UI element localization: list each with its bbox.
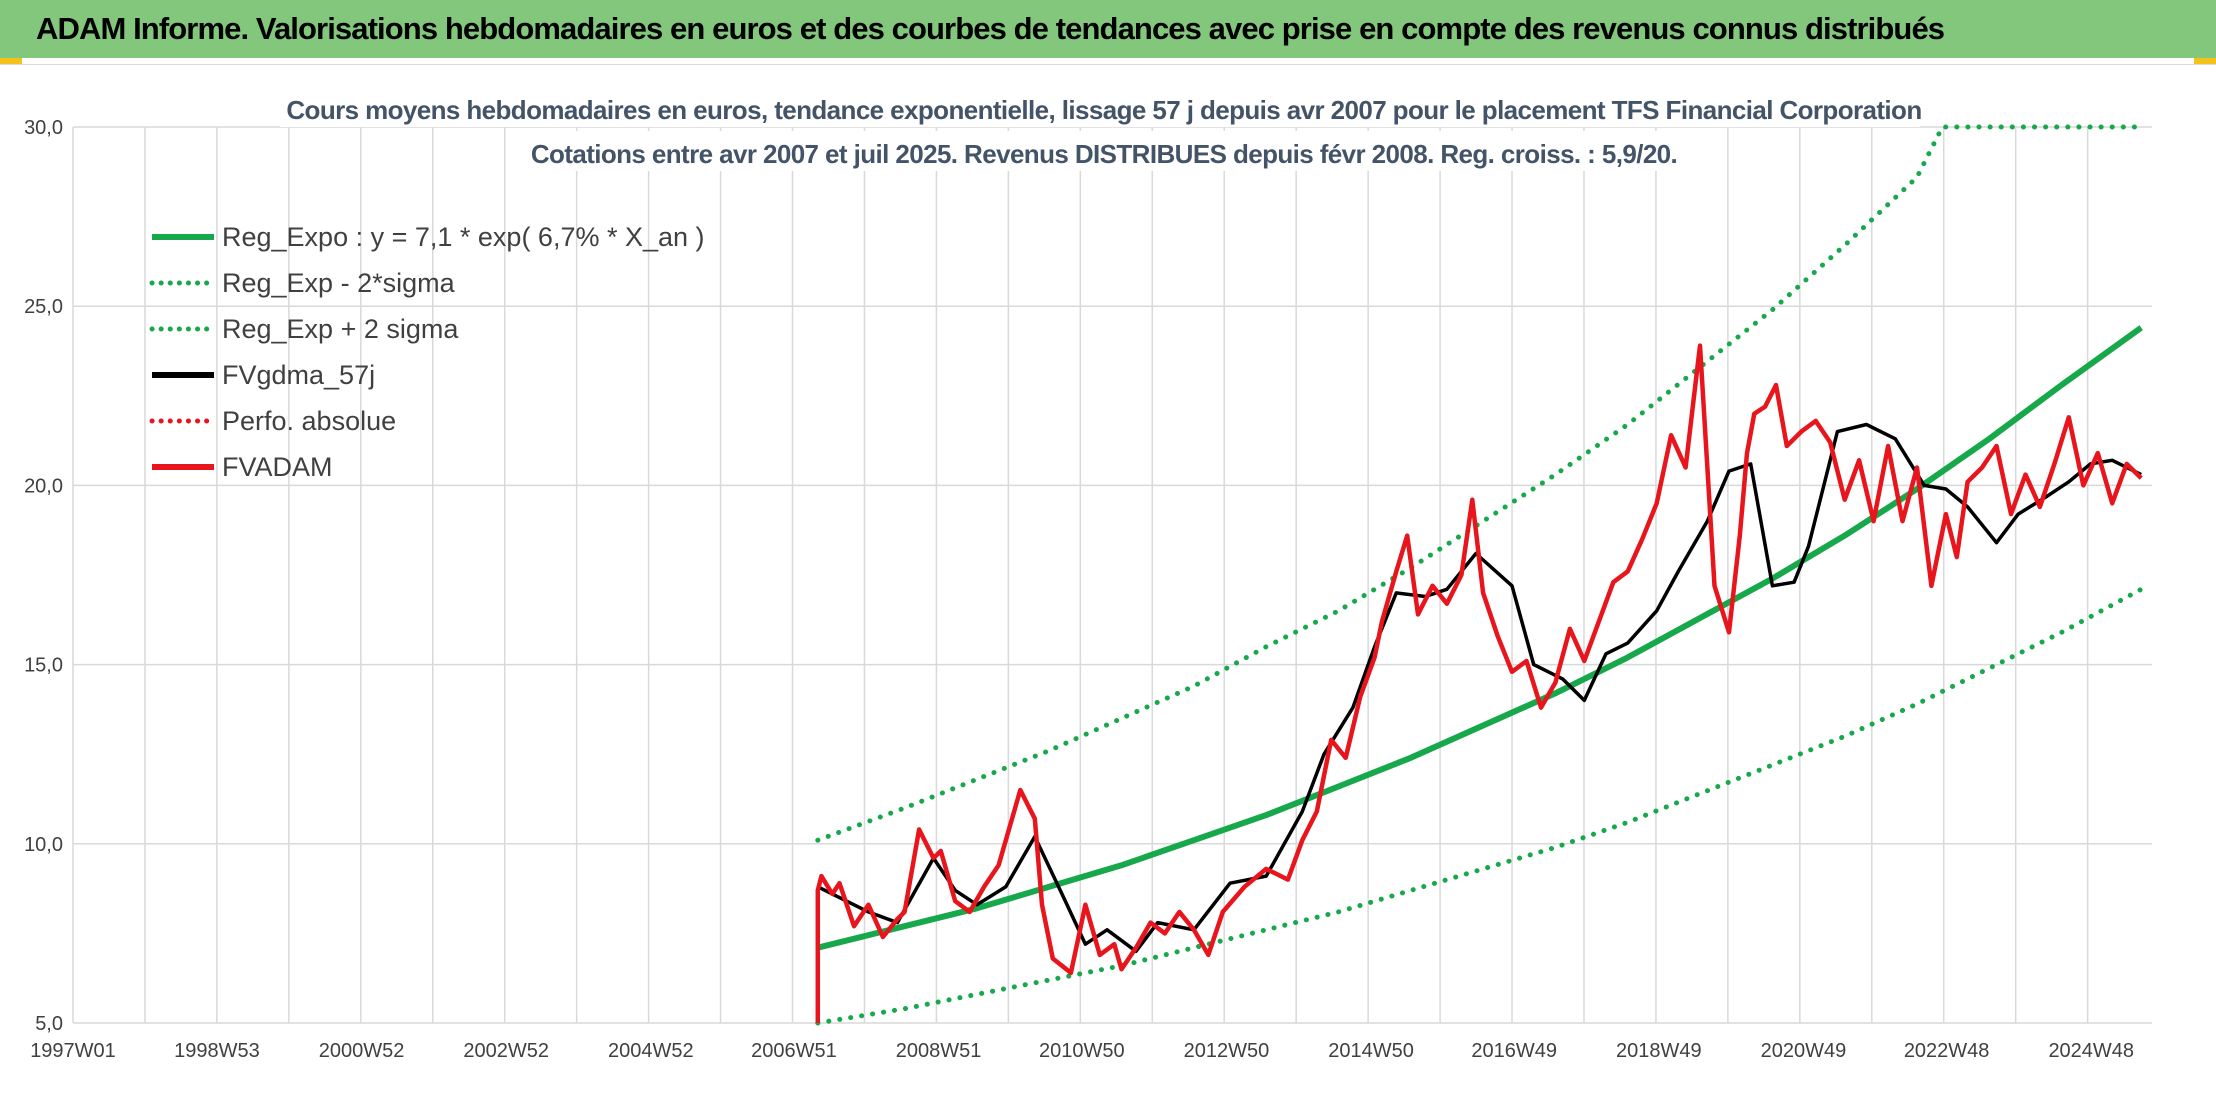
y-tick-label-2: 15,0 [24,655,63,677]
x-tick-label-14: 2024W48 [2048,1040,2134,1062]
x-tick-label-4: 2004W52 [608,1040,694,1062]
x-tick-label-13: 2022W48 [1904,1040,1990,1062]
series-line-5 [815,343,2143,1023]
legend-label-4: Perfo. absolue [222,406,396,436]
series-line-1 [815,586,2144,1026]
chart-title-line1: Cours moyens hebdomadaires en euros, ten… [286,95,1921,125]
chart-area: 5,0 10,0 15,0 20,0 25,0 30,0 1997W01 1998W53 200… [0,64,2216,1101]
chart-title-line2: Cotations entre avr 2007 et juil 2025. R… [531,139,1677,169]
x-tick-label-10: 2016W49 [1471,1040,1557,1062]
gridlines [72,126,2152,1024]
x-tick-label-5: 2006W51 [751,1040,837,1062]
title-line2-background [520,131,1680,171]
y-tick-label-3: 20,0 [24,475,63,497]
x-tick-label-8: 2012W50 [1184,1040,1270,1062]
y-tick-label-1: 10,0 [24,834,63,856]
chart-legend: Reg_Expo : y = 7,1 * exp( 6,7% * X_an ) R… [149,222,705,482]
legend-label-1: Reg_Exp - 2*sigma [222,268,456,298]
y-tick-label-0: 5,0 [35,1013,63,1035]
legend-label-3: FVgdma_57j [222,360,375,390]
series-line-3 [817,422,2142,954]
series-line-0 [817,325,2143,951]
x-tick-label-11: 2018W49 [1616,1040,1702,1062]
report-banner-title: ADAM Informe. Valorisations hebdomadaire… [0,0,2216,58]
x-tick-label-1: 1998W53 [174,1040,260,1062]
left-corner-mark [0,58,22,64]
title-line1-background [280,87,1920,127]
x-tick-label-3: 2002W52 [463,1040,549,1062]
x-tick-label-9: 2014W50 [1328,1040,1414,1062]
x-tick-label-0: 1997W01 [30,1040,116,1062]
line-chart: 5,0 10,0 15,0 20,0 25,0 30,0 1997W01 1998W53 200… [24,87,2152,1062]
x-tick-label-2: 2000W52 [319,1040,405,1062]
y-tick-label-4: 25,0 [24,296,63,318]
series-line-2 [815,124,2144,843]
x-tick-label-12: 2020W49 [1761,1040,1847,1062]
legend-label-0: Reg_Expo : y = 7,1 * exp( 6,7% * X_an ) [222,222,705,252]
axis-tick-labels: 5,0 10,0 15,0 20,0 25,0 30,0 1997W01 1998W53 200… [24,117,2134,1062]
legend-label-5: FVADAM [222,452,333,482]
series-lines [815,124,2144,1026]
chart-titles: Cours moyens hebdomadaires en euros, ten… [280,87,1922,171]
y-tick-label-5: 30,0 [24,117,63,139]
x-tick-label-7: 2010W50 [1039,1040,1125,1062]
legend-label-2: Reg_Exp + 2 sigma [222,314,459,344]
x-tick-label-6: 2008W51 [896,1040,982,1062]
right-corner-mark [2194,58,2216,64]
